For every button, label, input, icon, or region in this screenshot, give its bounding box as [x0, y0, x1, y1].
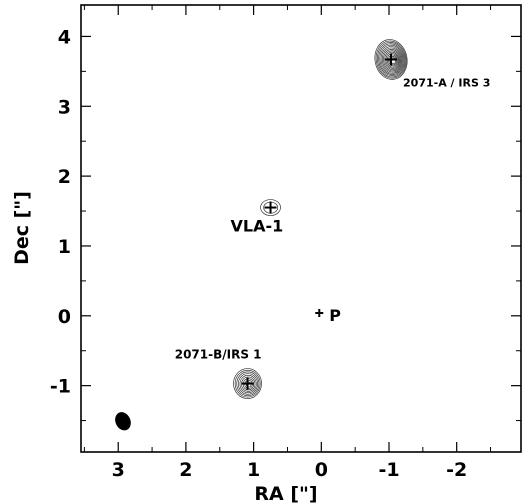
x-tick-label: 1	[247, 459, 260, 481]
source-marker	[241, 377, 254, 390]
label-layer: 2071-A / IRS 3 VLA-1 2071-B/IRS 1 P	[175, 76, 491, 361]
source-label: P	[329, 306, 341, 325]
contour-strong-level	[384, 50, 401, 71]
source-marker	[385, 53, 398, 66]
contour-strong-level	[380, 46, 404, 74]
x-tick-label: 0	[315, 459, 328, 481]
contour-medium-level	[233, 368, 262, 399]
x-axis-title: RA ["]	[254, 483, 317, 504]
contour-strong-level	[379, 44, 404, 75]
contour-strong-level	[375, 40, 407, 79]
source-label: 2071-B/IRS 1	[175, 348, 262, 362]
axis-ticks: 3 2 1 0 -1 -2 4 3 2 1 0 -1	[50, 5, 521, 481]
source-marker	[315, 309, 324, 318]
plot-frame	[80, 4, 522, 453]
y-tick-label: -1	[50, 376, 71, 398]
source-marker	[264, 201, 277, 214]
contour-layer	[115, 39, 408, 431]
marker-layer	[241, 53, 398, 390]
contour-medium-level	[236, 371, 260, 397]
contour-strong-level	[374, 39, 408, 80]
y-tick-label: 2	[58, 166, 71, 188]
y-tick-label: 4	[58, 26, 71, 48]
x-tick-label: 3	[112, 459, 125, 481]
y-axis-title: Dec ["]	[11, 191, 33, 265]
source-label: 2071-A / IRS 3	[403, 76, 490, 89]
x-tick-label: -1	[378, 459, 399, 481]
contour-strong-level	[381, 47, 403, 73]
contour-medium-level	[234, 369, 261, 398]
contour-medium-level	[237, 373, 258, 395]
contour-weak-level	[260, 199, 281, 216]
contour-strong-level	[377, 42, 406, 78]
contour-medium-level	[239, 374, 257, 394]
contour-strong-level	[378, 43, 405, 77]
source-label: VLA-1	[231, 217, 284, 236]
y-tick-label: 0	[58, 306, 71, 328]
beam-ellipse	[115, 412, 131, 431]
y-tick-label: 1	[58, 236, 71, 258]
x-tick-label: 2	[179, 459, 192, 481]
y-tick-label: 3	[58, 96, 71, 118]
contour-strong-level	[383, 49, 402, 72]
contour-strong-level	[385, 51, 400, 69]
x-tick-label: -2	[446, 459, 467, 481]
